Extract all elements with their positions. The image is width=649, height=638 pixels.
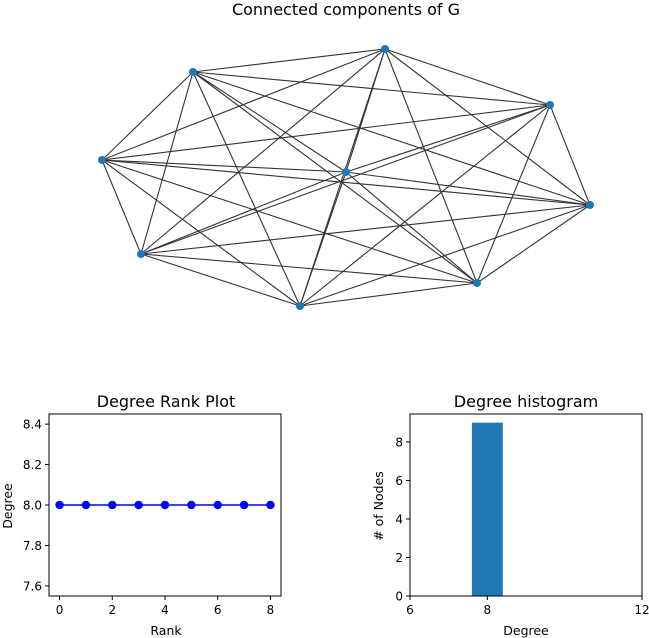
network-edge: [345, 171, 591, 206]
network-edge: [192, 71, 478, 284]
network-edge: [384, 48, 551, 106]
histogram-y-label: # of Nodes: [371, 471, 386, 541]
network-edge: [140, 48, 386, 255]
rank-point: [108, 500, 117, 510]
rank-y-tick-label: 7.8: [23, 539, 42, 553]
network-edge: [192, 71, 347, 173]
network-edge: [101, 159, 142, 255]
histogram-x-ticks: 6 8 12: [406, 596, 649, 617]
network-edge: [101, 159, 591, 206]
histogram-y-tick-label: 6: [395, 474, 403, 488]
histogram-x-tick-label: 12: [634, 603, 649, 617]
histogram-bar: [471, 422, 503, 596]
network-node: [381, 45, 389, 53]
network-edge: [299, 171, 347, 307]
rank-x-tick-label: 0: [56, 603, 64, 617]
histogram-y-ticks: 0 2 4 6 8: [395, 435, 410, 604]
network-node: [586, 201, 594, 209]
rank-point: [134, 500, 143, 510]
network-edge: [192, 71, 591, 206]
network-title: Connected components of G: [232, 0, 460, 19]
network-edge: [299, 282, 478, 307]
rank-y-tick-label: 8.4: [23, 418, 42, 432]
histogram-frame: [409, 413, 643, 597]
degree-histogram-panel: Degree histogram 0 2 4 6 8 6 8 12 Degree # of …: [371, 392, 649, 638]
rank-point: [81, 500, 91, 510]
rank-point: [266, 500, 275, 510]
rank-point: [187, 500, 196, 510]
rank-plot-title: Degree Rank Plot: [97, 392, 236, 411]
rank-x-tick-label: 8: [267, 603, 275, 617]
histogram-y-tick-label: 4: [395, 512, 403, 526]
network-node: [98, 156, 106, 164]
network-edge: [140, 253, 301, 307]
network-edge: [384, 48, 591, 206]
rank-y-tick-label: 8.2: [23, 458, 42, 472]
rank-y-tick-label: 8.0: [23, 499, 42, 513]
network-node: [473, 279, 481, 287]
rank-x-ticks: 0 2 4 6 8: [56, 596, 275, 617]
network-edge: [140, 171, 347, 255]
network-panel: Connected components of G: [98, 0, 594, 310]
rank-x-tick-label: 2: [108, 603, 116, 617]
network-edge: [101, 48, 386, 161]
histogram-x-tick-label: 8: [484, 603, 492, 617]
network-node: [137, 250, 145, 258]
network-node: [342, 168, 350, 176]
network-edge: [345, 48, 386, 173]
network-edge: [384, 48, 478, 284]
network-edge: [140, 204, 591, 255]
network-edge: [549, 104, 591, 206]
rank-point: [213, 500, 222, 510]
network-nodes: [98, 45, 594, 310]
network-edge: [192, 48, 386, 73]
rank-point: [160, 500, 170, 510]
histogram-bars: [471, 422, 503, 596]
network-node: [189, 68, 197, 76]
network-edge: [101, 104, 551, 161]
rank-x-label: Rank: [150, 623, 182, 638]
rank-point: [55, 500, 64, 510]
rank-y-label: Degree: [0, 483, 15, 529]
network-node: [546, 101, 554, 109]
network-edge: [101, 71, 194, 161]
network-node: [296, 302, 304, 310]
histogram-title: Degree histogram: [454, 392, 598, 411]
network-edge: [345, 171, 478, 284]
network-edge: [476, 104, 551, 284]
histogram-y-tick-label: 0: [395, 590, 403, 604]
histogram-x-label: Degree: [503, 623, 549, 638]
histogram-x-tick-label: 6: [406, 603, 414, 617]
network-edge: [140, 104, 551, 255]
network-edge: [299, 104, 551, 307]
network-edge: [345, 104, 551, 173]
rank-series-points: [55, 500, 275, 510]
degree-rank-panel: Degree Rank Plot 7.6 7.8 8.0 8.2 8.4 0 2 4 6 8 R…: [0, 392, 282, 638]
histogram-y-tick-label: 8: [395, 435, 403, 449]
rank-point: [239, 500, 249, 510]
rank-y-tick-label: 7.6: [23, 579, 42, 593]
network-edge: [192, 71, 301, 307]
network-edge: [101, 159, 301, 307]
network-edge: [101, 159, 478, 284]
network-edge: [101, 159, 347, 173]
rank-y-ticks: 7.6 7.8 8.0 8.2 8.4: [23, 418, 49, 593]
network-edges: [101, 48, 591, 307]
rank-x-tick-label: 6: [214, 603, 222, 617]
network-edge: [140, 253, 478, 284]
rank-x-tick-label: 4: [161, 603, 169, 617]
histogram-y-tick-label: 2: [395, 551, 403, 565]
network-edge: [476, 204, 591, 284]
